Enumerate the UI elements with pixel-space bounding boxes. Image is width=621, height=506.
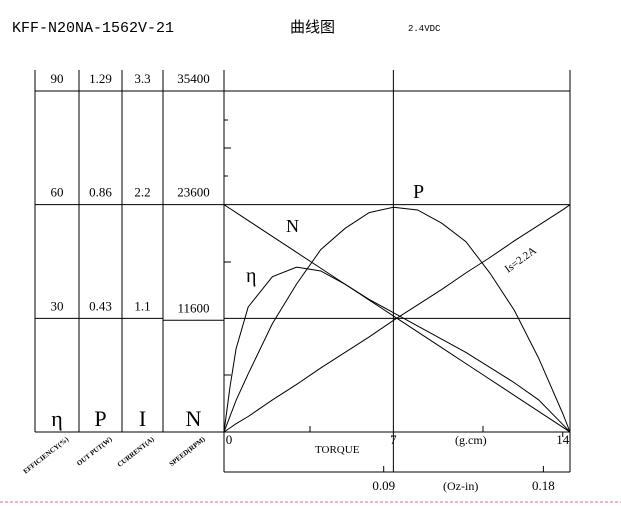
axis-symbol: N [186, 406, 202, 431]
y-tick-label: 0.86 [89, 185, 112, 200]
curve [223, 204, 571, 433]
y-tick-label: 0.43 [89, 298, 112, 313]
y-tick-label: 35400 [177, 71, 210, 86]
x2-unit: (Oz-in) [443, 479, 478, 493]
curve-label: P [413, 181, 424, 203]
curve-label: Is=2.2A [503, 245, 539, 276]
x-tick-label: 14 [556, 432, 570, 447]
curve [223, 266, 571, 433]
axis-label: OUT PUT(W) [75, 435, 114, 468]
axis-symbol: I [139, 406, 146, 431]
curve-label: η [246, 265, 256, 287]
chart-subtitle: 曲线图 [290, 18, 335, 36]
y-tick-label: 90 [51, 71, 64, 86]
axis-symbol: P [94, 406, 106, 431]
axis-label: CURRENT(A) [116, 435, 156, 469]
voltage: 2.4VDC [408, 24, 441, 34]
x-unit: (g.cm) [455, 433, 487, 447]
y-tick-label: 2.2 [134, 185, 150, 200]
y-tick-label: 1.29 [89, 71, 112, 86]
curve-label: N [286, 216, 299, 236]
curve [223, 204, 571, 433]
y-tick-label: 3.3 [134, 71, 150, 86]
axis-label: EFFICIENCY(%) [22, 435, 71, 476]
chart-title: KFF-N20NA-1562V-21 [12, 20, 174, 37]
x-tick-label: 0 [226, 432, 233, 447]
x-tick-label: 7 [390, 432, 397, 447]
y-tick-label: 1.1 [134, 298, 150, 313]
x2-tick-label: 0.18 [532, 478, 555, 493]
axis-symbol: η [51, 406, 63, 431]
y-tick-label: 23600 [177, 185, 210, 200]
y-tick-label: 30 [51, 298, 64, 313]
axis-label: SPEED(RPM) [168, 435, 207, 468]
y-tick-label: 60 [51, 185, 64, 200]
y-tick-label: 11600 [177, 300, 209, 315]
x2-tick-label: 0.09 [372, 478, 395, 493]
curve [223, 206, 571, 433]
x-axis-label: TORQUE [315, 444, 360, 456]
